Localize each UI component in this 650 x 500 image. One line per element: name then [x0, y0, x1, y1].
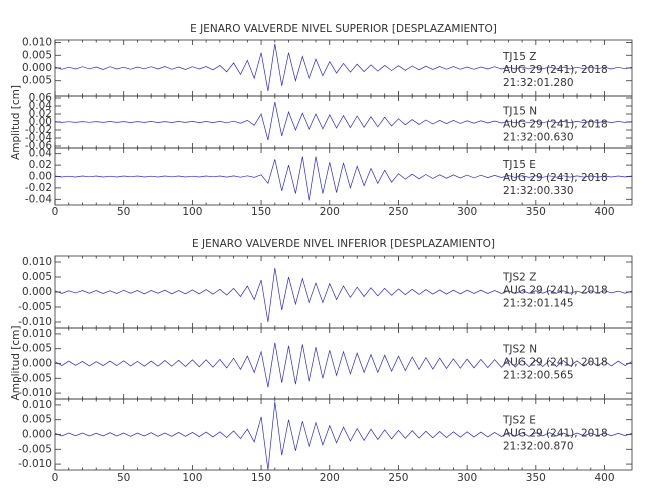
y-tick-label: -0.010 — [18, 458, 52, 470]
station-label: TJS2 Z — [502, 272, 536, 284]
y-axis-label: Amplitud [cm] — [10, 326, 22, 401]
station-label: TJ15 Z — [502, 51, 536, 63]
station-label: TJS2 N — [502, 343, 537, 355]
date-label: AUG 29 (241), 2018 — [503, 427, 608, 439]
y-tick-label: 0.04 — [29, 100, 53, 112]
x-tick-label: 200 — [320, 206, 340, 218]
time-label: 21:32:01.280 — [503, 77, 574, 89]
x-tick-label: 400 — [595, 206, 615, 218]
y-tick-label: -0.005 — [18, 372, 52, 384]
y-tick-label: -0.02 — [25, 124, 52, 136]
y-tick-label: 0.000 — [22, 62, 52, 74]
y-tick-label: -0.010 — [18, 387, 52, 399]
x-tick-label: 350 — [526, 206, 546, 218]
y-tick-label: -0.005 — [18, 301, 52, 313]
x-tick-label: 300 — [457, 206, 477, 218]
y-tick-label: 0.000 — [22, 429, 52, 441]
y-tick-label: 0.010 — [22, 37, 52, 49]
y-tick-label: 0.000 — [22, 286, 52, 298]
y-tick-label: 0.010 — [22, 328, 52, 340]
y-tick-label: -0.04 — [25, 132, 52, 144]
y-tick-label: -0.06 — [25, 140, 52, 152]
y-axis-label: Amplitud [cm] — [10, 85, 22, 160]
waveform — [54, 401, 633, 471]
date-label: AUG 29 (241), 2018 — [503, 64, 608, 76]
y-tick-label: 0.005 — [22, 49, 52, 61]
date-label: AUG 29 (241), 2018 — [503, 356, 608, 368]
waveform — [54, 342, 633, 388]
x-tick-label: 150 — [251, 472, 271, 484]
x-tick-label: 400 — [595, 472, 615, 484]
x-tick-label: 50 — [117, 472, 130, 484]
time-label: 21:32:00.870 — [503, 440, 574, 452]
y-tick-label: 0.005 — [22, 75, 52, 87]
time-label: 21:32:00.630 — [503, 132, 574, 144]
time-label: 21:32:00.565 — [503, 369, 574, 381]
y-tick-label: 0.005 — [22, 343, 52, 355]
x-tick-label: 350 — [526, 472, 546, 484]
y-tick-label: 0.005 — [22, 414, 52, 426]
y-tick-label: 0.00 — [29, 171, 52, 183]
y-tick-label: 0.010 — [22, 256, 52, 268]
date-label: AUG 29 (241), 2018 — [503, 119, 608, 131]
station-label: TJ15 E — [502, 159, 536, 171]
time-label: 21:32:00.330 — [503, 185, 574, 197]
chart-title: E JENARO VALVERDE NIVEL SUPERIOR [DESPLA… — [190, 23, 497, 35]
y-tick-label: 0.06 — [29, 92, 53, 104]
time-label: 21:32:01.145 — [503, 298, 574, 310]
date-label: AUG 29 (241), 2018 — [503, 285, 608, 297]
x-tick-label: 250 — [388, 472, 408, 484]
waveform — [54, 267, 633, 323]
y-tick-label: 0.000 — [22, 358, 52, 370]
y-tick-label: -0.010 — [18, 316, 52, 328]
y-tick-label: 0.010 — [22, 399, 52, 411]
x-tick-label: 150 — [251, 206, 271, 218]
chart-title: E JENARO VALVERDE NIVEL INFERIOR [DESPLA… — [192, 238, 495, 250]
x-tick-label: 300 — [457, 472, 477, 484]
y-tick-label: 0.04 — [29, 148, 53, 160]
waveform — [54, 101, 633, 141]
y-tick-label: -0.005 — [18, 443, 52, 455]
date-label: AUG 29 (241), 2018 — [503, 172, 608, 184]
station-label: TJ15 N — [502, 106, 537, 118]
x-tick-label: 100 — [182, 472, 202, 484]
waveform — [54, 156, 633, 201]
y-tick-label: -0.04 — [25, 193, 52, 205]
y-tick-label: 0.02 — [29, 159, 52, 171]
y-tick-label: 0.005 — [22, 271, 52, 283]
y-tick-label: -0.02 — [25, 182, 52, 194]
y-tick-label: 0.02 — [29, 108, 52, 120]
x-tick-label: 0 — [52, 206, 59, 218]
station-label: TJS2 E — [502, 414, 536, 426]
y-tick-label: 0.00 — [29, 116, 52, 128]
x-tick-label: 50 — [117, 206, 130, 218]
x-tick-label: 200 — [320, 472, 340, 484]
x-tick-label: 0 — [52, 472, 59, 484]
x-tick-label: 250 — [388, 206, 408, 218]
waveform — [54, 43, 633, 91]
x-tick-label: 100 — [182, 206, 202, 218]
